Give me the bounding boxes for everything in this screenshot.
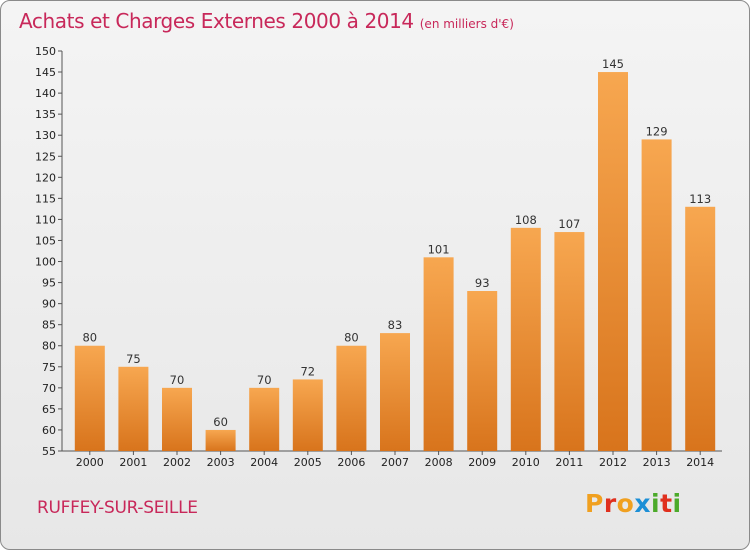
chart-title: Achats et Charges Externes 2000 à 2014 (e… (19, 9, 514, 33)
y-tick-label: 120 (35, 171, 56, 184)
y-tick-label: 135 (35, 108, 56, 121)
value-label: 108 (515, 213, 537, 227)
bar-2010 (510, 227, 541, 451)
value-label: 101 (428, 242, 450, 256)
bar-2012 (598, 72, 628, 451)
bar-2003 (205, 429, 236, 451)
bar-2011 (554, 232, 585, 451)
proxiti-logo[interactable]: Proxiti (585, 489, 682, 518)
y-tick-label: 140 (35, 87, 56, 100)
y-tick-label: 110 (35, 213, 56, 226)
y-tick-label: 145 (35, 66, 56, 79)
x-tick-label: 2014 (686, 456, 714, 469)
bar-2002 (162, 387, 192, 451)
value-label: 83 (388, 318, 403, 332)
brand-letter: o (616, 489, 635, 518)
brand-letter: r (603, 489, 617, 518)
y-tick-label: 60 (42, 424, 56, 437)
y-tick-label: 150 (35, 45, 56, 58)
value-label: 72 (300, 364, 315, 378)
x-tick-label: 2010 (512, 456, 540, 469)
x-tick-label: 2012 (599, 456, 627, 469)
x-tick-label: 2002 (163, 456, 191, 469)
value-label: 70 (257, 373, 272, 387)
value-label: 80 (82, 331, 97, 345)
y-tick-label: 70 (42, 382, 56, 395)
y-tick-label: 130 (35, 129, 56, 142)
value-label: 129 (646, 124, 668, 138)
brand-letter: i (672, 489, 682, 518)
bar-2008 (423, 257, 454, 451)
x-tick-label: 2003 (207, 456, 235, 469)
value-label: 70 (170, 373, 185, 387)
brand-letter: P (585, 489, 604, 518)
brand-letter: i (651, 489, 661, 518)
y-tick-label: 80 (42, 340, 56, 353)
x-tick-label: 2013 (643, 456, 671, 469)
y-tick-label: 85 (42, 319, 56, 332)
y-tick-label: 95 (42, 277, 56, 290)
brand-letter: t (660, 489, 673, 518)
bar-2014 (685, 206, 716, 451)
chart-value-labels: 80 75 70 60 70 72 80 83 101 93 108 107 145 129 113 (82, 57, 711, 429)
x-tick-label: 2006 (337, 456, 365, 469)
chart-axes: 55 60 65 70 75 80 85 90 95 100 105 110 115 120 125 130 1… (35, 45, 722, 469)
chart-title-text: Achats et Charges Externes 2000 à 2014 (19, 9, 414, 33)
y-tick-label: 75 (42, 361, 56, 374)
x-tick-label: 2005 (294, 456, 322, 469)
y-tick-label: 115 (35, 192, 56, 205)
x-tick-label: 2009 (468, 456, 496, 469)
chart-bars (74, 72, 716, 451)
y-tick-label: 105 (35, 234, 56, 247)
bar-2005 (292, 379, 323, 451)
y-tick-label: 55 (42, 445, 56, 458)
value-label: 80 (344, 331, 359, 345)
bar-2001 (118, 366, 149, 451)
value-label: 107 (558, 217, 580, 231)
x-tick-label: 2008 (425, 456, 453, 469)
bar-2000 (74, 345, 105, 451)
brand-letter: x (634, 489, 651, 518)
value-label: 75 (126, 352, 141, 366)
commune-name: RUFFEY-SUR-SEILLE (37, 498, 198, 518)
value-label: 113 (689, 192, 711, 206)
bar-2006 (336, 345, 367, 451)
value-label: 145 (602, 57, 624, 71)
y-tick-label: 100 (35, 256, 56, 269)
bar-2013 (641, 139, 672, 451)
x-tick-label: 2004 (250, 456, 278, 469)
y-tick-label: 125 (35, 150, 56, 163)
y-tick-label: 90 (42, 298, 56, 311)
x-tick-label: 2011 (555, 456, 583, 469)
bar-2009 (467, 291, 498, 451)
chart-subtitle: (en milliers d'€) (419, 17, 514, 31)
x-tick-label: 2001 (119, 456, 147, 469)
y-tick-label: 65 (42, 403, 56, 416)
value-label: 93 (475, 276, 490, 290)
x-tick-label: 2000 (76, 456, 104, 469)
x-tick-label: 2007 (381, 456, 409, 469)
value-label: 60 (213, 415, 228, 429)
bar-2004 (249, 387, 280, 451)
bar-2007 (380, 333, 410, 451)
